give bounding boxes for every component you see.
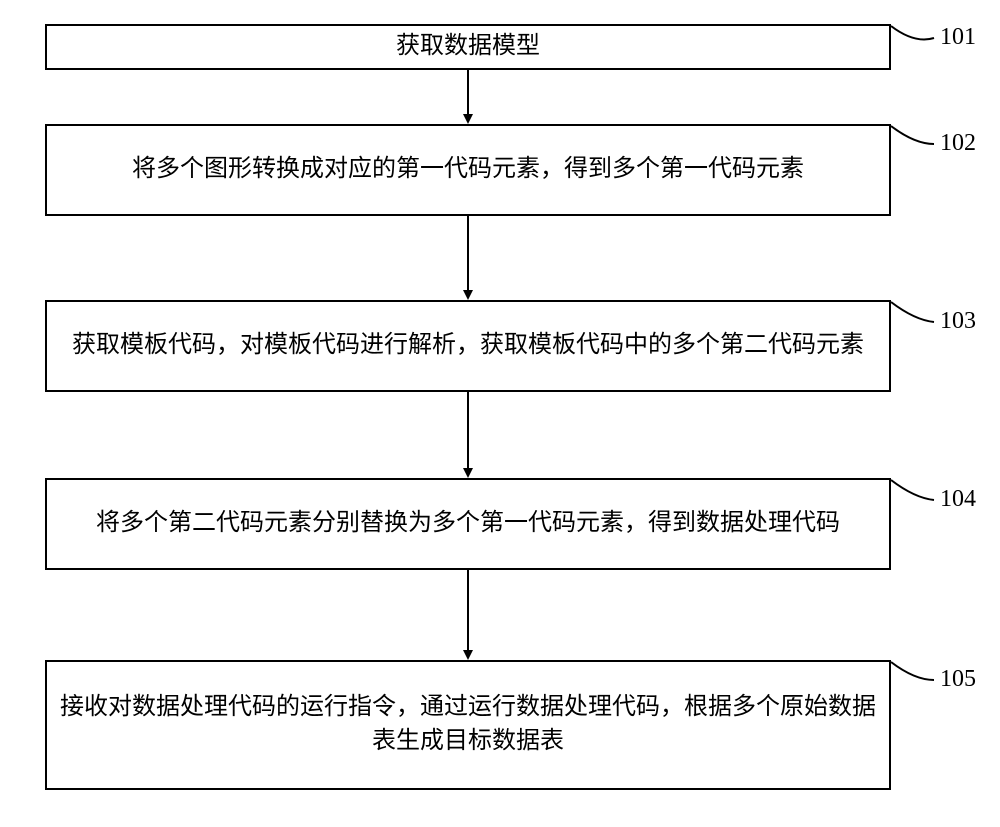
step-label-103: 103 (940, 308, 976, 335)
flowchart-node-1: 获取数据模型 (45, 24, 891, 70)
flowchart-node-2: 将多个图形转换成对应的第一代码元素，得到多个第一代码元素 (45, 124, 891, 216)
step-label-102: 102 (940, 130, 976, 157)
label-connector-5 (891, 662, 934, 680)
flowchart-node-5: 接收对数据处理代码的运行指令，通过运行数据处理代码，根据多个原始数据表生成目标数… (45, 660, 891, 790)
label-connector-2 (891, 126, 934, 144)
flowchart-node-3-text: 获取模板代码，对模板代码进行解析，获取模板代码中的多个第二代码元素 (72, 329, 864, 363)
flowchart-node-1-text: 获取数据模型 (396, 30, 540, 64)
flowchart-canvas: 获取数据模型 将多个图形转换成对应的第一代码元素，得到多个第一代码元素 获取模板… (0, 0, 1000, 827)
flowchart-node-2-text: 将多个图形转换成对应的第一代码元素，得到多个第一代码元素 (132, 153, 804, 187)
flowchart-node-4-text: 将多个第二代码元素分别替换为多个第一代码元素，得到数据处理代码 (96, 507, 840, 541)
label-connector-1 (891, 26, 934, 40)
label-curve-group (891, 26, 934, 680)
flowchart-node-3: 获取模板代码，对模板代码进行解析，获取模板代码中的多个第二代码元素 (45, 300, 891, 392)
flowchart-node-5-text: 接收对数据处理代码的运行指令，通过运行数据处理代码，根据多个原始数据表生成目标数… (57, 691, 879, 758)
label-connector-3 (891, 302, 934, 322)
step-label-104: 104 (940, 486, 976, 513)
label-connector-4 (891, 480, 934, 500)
step-label-101: 101 (940, 24, 976, 51)
step-label-105: 105 (940, 666, 976, 693)
flowchart-node-4: 将多个第二代码元素分别替换为多个第一代码元素，得到数据处理代码 (45, 478, 891, 570)
